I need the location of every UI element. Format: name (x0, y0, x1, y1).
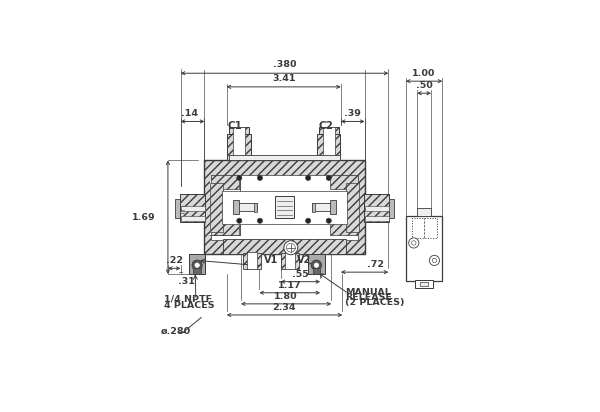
Circle shape (237, 218, 242, 223)
Text: 4 PLACES: 4 PLACES (164, 301, 215, 309)
Text: .72: .72 (367, 260, 384, 269)
Circle shape (305, 176, 311, 180)
Bar (189, 254, 205, 274)
Bar (205, 161, 365, 254)
Bar (236, 204, 257, 211)
Bar (365, 215, 389, 221)
Circle shape (314, 263, 319, 267)
Bar (180, 194, 205, 222)
Bar (229, 126, 249, 133)
Bar (417, 208, 431, 216)
Text: .31: .31 (178, 277, 195, 286)
Bar (211, 221, 239, 235)
Text: .380: .380 (273, 60, 296, 69)
Bar (308, 254, 325, 274)
Circle shape (305, 218, 311, 223)
Text: 1.17: 1.17 (278, 281, 302, 290)
Bar (312, 204, 333, 211)
Circle shape (257, 218, 262, 223)
Bar (365, 206, 389, 211)
Bar (210, 183, 223, 232)
Text: MANUAL: MANUAL (345, 288, 391, 297)
Bar (211, 175, 358, 240)
Text: 2.34: 2.34 (272, 303, 296, 312)
Text: .55: .55 (292, 270, 308, 279)
Text: .22: .22 (166, 256, 183, 265)
Bar (319, 126, 339, 133)
Bar (210, 180, 240, 235)
Circle shape (432, 258, 437, 262)
Circle shape (192, 260, 202, 270)
Circle shape (311, 260, 322, 270)
Bar (364, 194, 389, 222)
Bar (311, 203, 316, 212)
Text: V2: V2 (297, 255, 311, 265)
Bar (412, 218, 437, 238)
Bar (313, 268, 320, 274)
Text: 1.69: 1.69 (132, 213, 156, 222)
Bar (330, 200, 336, 214)
Circle shape (409, 238, 419, 248)
Bar (389, 199, 394, 218)
Circle shape (286, 243, 295, 252)
Bar (285, 252, 295, 269)
Bar (254, 203, 257, 212)
Text: 1.80: 1.80 (274, 293, 298, 301)
Bar (330, 221, 358, 235)
Bar (175, 199, 180, 218)
Circle shape (237, 176, 242, 180)
Bar (243, 253, 261, 269)
Bar (247, 252, 257, 269)
Text: C2: C2 (318, 121, 333, 131)
Bar (193, 268, 201, 274)
Bar (330, 175, 358, 189)
Bar (281, 253, 299, 269)
Bar (233, 126, 245, 161)
Bar (210, 180, 240, 235)
Text: .14: .14 (181, 109, 198, 118)
Circle shape (326, 218, 331, 223)
Circle shape (412, 241, 416, 245)
Bar (181, 215, 205, 221)
Text: C1: C1 (228, 121, 242, 131)
Bar (233, 200, 239, 214)
Bar (211, 175, 239, 189)
Circle shape (195, 263, 199, 267)
Text: 1/4 NPTF: 1/4 NPTF (164, 295, 212, 304)
Text: (2 PLACES): (2 PLACES) (345, 298, 404, 307)
Circle shape (257, 176, 262, 180)
Circle shape (326, 176, 331, 180)
Bar (222, 191, 347, 224)
Circle shape (284, 241, 298, 255)
Bar (346, 183, 359, 232)
Text: .39: .39 (344, 109, 361, 118)
Bar (415, 280, 433, 288)
Text: ø.280: ø.280 (161, 327, 191, 336)
Bar (323, 126, 335, 161)
Text: RELEASE: RELEASE (345, 293, 392, 302)
Text: .50: .50 (416, 81, 433, 90)
Circle shape (430, 255, 439, 265)
Bar (181, 206, 205, 211)
Bar (420, 282, 428, 286)
Bar (223, 239, 346, 254)
Bar (406, 216, 442, 281)
Bar (229, 155, 340, 161)
Bar (227, 133, 251, 161)
Bar (317, 133, 340, 161)
Text: 3.41: 3.41 (272, 74, 295, 83)
Text: 1.00: 1.00 (412, 69, 436, 78)
Text: V1: V1 (264, 255, 278, 265)
Bar (275, 196, 294, 218)
